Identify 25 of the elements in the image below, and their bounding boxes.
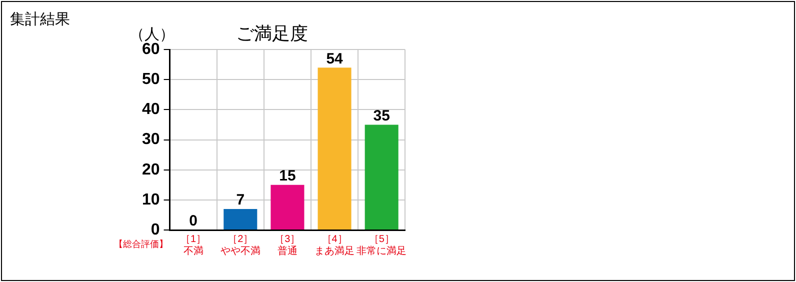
y-tick-label: 0 [150,221,160,238]
data-label: 35 [373,107,390,124]
y-tick-label: 30 [142,131,160,148]
y-axis-title: （人） [129,24,174,43]
data-label: 7 [236,192,245,209]
y-tick-label: 60 [142,41,160,58]
data-label: 0 [189,212,198,230]
text: 集計結果 [10,10,70,29]
x-tick-label: ［3］普通 [274,234,300,257]
x-tick-label: ［1］不満 [180,234,206,257]
x-tick-label: ［4］まあ満足 [314,234,355,257]
bar [224,208,258,230]
data-label: 54 [326,50,344,68]
y-tick-label: 50 [142,71,160,88]
x-tick-label: ［5］非常に満足 [356,234,407,257]
y-tick-label: 20 [142,161,160,178]
x-tick-label: ［2］やや不満 [220,234,260,257]
bar [364,124,398,230]
bar [270,184,304,230]
bar [318,68,352,230]
y-tick-label: 40 [142,101,160,118]
chart-title: ご満足度 [236,23,308,44]
text: 【総合評価】 [114,238,168,251]
y-tick-label: 10 [142,191,160,208]
data-label: 15 [279,168,296,185]
